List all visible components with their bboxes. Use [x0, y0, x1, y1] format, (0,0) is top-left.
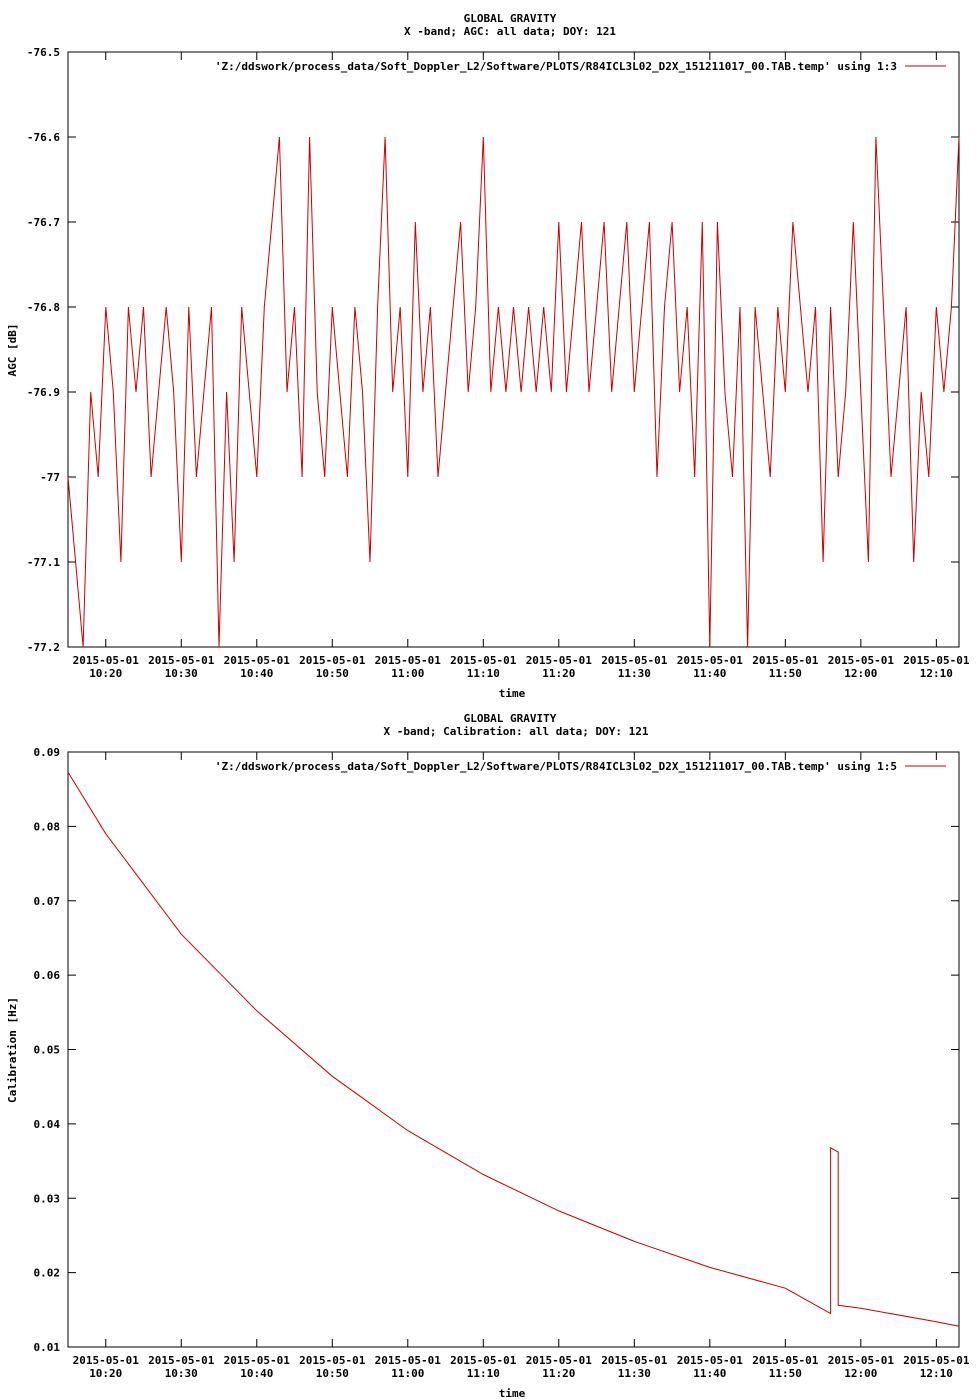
- calibration-x-tick-time: 11:50: [769, 1367, 802, 1380]
- calibration-x-tick-date: 2015-05-01: [677, 1354, 744, 1367]
- agc-x-tick-date: 2015-05-01: [73, 654, 140, 667]
- calibration-x-axis-label: time: [499, 1387, 526, 1400]
- agc-y-tick-label: -76.7: [27, 216, 60, 229]
- calibration-x-tick-time: 11:20: [542, 1367, 575, 1380]
- calibration-x-tick-date: 2015-05-01: [224, 1354, 291, 1367]
- agc-x-tick-date: 2015-05-01: [224, 654, 291, 667]
- calibration-x-tick-date: 2015-05-01: [375, 1354, 442, 1367]
- calibration-x-tick-time: 12:10: [920, 1367, 953, 1380]
- calibration-y-tick-label: 0.09: [34, 746, 61, 759]
- calibration-x-tick-date: 2015-05-01: [752, 1354, 819, 1367]
- agc-x-tick-time: 10:40: [240, 667, 273, 680]
- agc-x-tick-time: 12:10: [920, 667, 953, 680]
- calibration-x-tick-time: 11:30: [618, 1367, 651, 1380]
- agc-chart: GLOBAL GRAVITY X -band; AGC: all data; D…: [6, 12, 970, 700]
- calibration-y-tick-label: 0.08: [34, 820, 61, 833]
- agc-x-ticks: 2015-05-0110:202015-05-0110:302015-05-01…: [73, 52, 970, 680]
- calibration-x-tick-date: 2015-05-01: [450, 1354, 517, 1367]
- agc-chart-subtitle: X -band; AGC: all data; DOY: 121: [404, 25, 616, 38]
- agc-x-tick-time: 12:00: [844, 667, 877, 680]
- agc-x-tick-date: 2015-05-01: [903, 654, 970, 667]
- calibration-y-tick-label: 0.02: [34, 1267, 61, 1280]
- calibration-chart-title: GLOBAL GRAVITY: [464, 712, 557, 725]
- calibration-x-tick-time: 11:10: [467, 1367, 500, 1380]
- agc-y-tick-label: -76.9: [27, 386, 60, 399]
- agc-y-tick-label: -77.1: [27, 556, 60, 569]
- calibration-x-tick-time: 10:30: [165, 1367, 198, 1380]
- calibration-chart-subtitle: X -band; Calibration: all data; DOY: 121: [384, 725, 649, 738]
- calibration-x-tick-date: 2015-05-01: [526, 1354, 593, 1367]
- agc-x-tick-time: 11:20: [542, 667, 575, 680]
- agc-chart-title: GLOBAL GRAVITY: [464, 12, 557, 25]
- agc-y-tick-label: -77: [40, 471, 60, 484]
- agc-x-tick-date: 2015-05-01: [148, 654, 215, 667]
- agc-y-tick-label: -77.2: [27, 641, 60, 654]
- agc-y-tick-label: -76.6: [27, 131, 60, 144]
- calibration-y-tick-label: 0.07: [34, 895, 61, 908]
- calibration-x-ticks: 2015-05-0110:202015-05-0110:302015-05-01…: [73, 752, 970, 1380]
- agc-legend-label: 'Z:/ddswork/process_data/Soft_Doppler_L2…: [215, 60, 897, 73]
- agc-x-tick-time: 10:30: [165, 667, 198, 680]
- agc-x-tick-time: 10:20: [89, 667, 122, 680]
- calibration-y-tick-label: 0.05: [34, 1044, 61, 1057]
- calibration-x-tick-time: 10:50: [316, 1367, 349, 1380]
- calibration-plot-frame: [67, 751, 960, 1348]
- calibration-x-tick-date: 2015-05-01: [299, 1354, 366, 1367]
- calibration-x-tick-date: 2015-05-01: [828, 1354, 895, 1367]
- agc-x-tick-date: 2015-05-01: [677, 654, 744, 667]
- agc-x-tick-time: 11:40: [693, 667, 726, 680]
- calibration-x-tick-time: 11:00: [391, 1367, 424, 1380]
- agc-y-tick-label: -76.8: [27, 301, 60, 314]
- calibration-x-tick-time: 10:20: [89, 1367, 122, 1380]
- agc-x-tick-time: 11:50: [769, 667, 802, 680]
- calibration-series-line: [67, 771, 960, 1327]
- agc-x-tick-time: 11:30: [618, 667, 651, 680]
- calibration-x-tick-date: 2015-05-01: [903, 1354, 970, 1367]
- calibration-y-tick-label: 0.04: [34, 1118, 61, 1131]
- agc-x-tick-date: 2015-05-01: [299, 654, 366, 667]
- agc-y-ticks: -76.5 -76.6 -76.7 -76.8 -76.9 -77 -77.1 -77.2: [27, 46, 959, 654]
- calibration-x-tick-time: 11:40: [693, 1367, 726, 1380]
- calibration-y-tick-label: 0.01: [34, 1341, 61, 1354]
- agc-x-tick-time: 11:10: [467, 667, 500, 680]
- calibration-x-tick-time: 12:00: [844, 1367, 877, 1380]
- agc-series-line: [67, 136, 960, 648]
- calibration-x-tick-date: 2015-05-01: [148, 1354, 215, 1367]
- agc-x-axis-label: time: [499, 687, 526, 700]
- calibration-chart: GLOBAL GRAVITY X -band; Calibration: all…: [6, 712, 970, 1400]
- agc-x-tick-date: 2015-05-01: [601, 654, 668, 667]
- calibration-y-axis-label: Calibration [Hz]: [6, 997, 19, 1103]
- calibration-y-tick-label: 0.06: [34, 969, 61, 982]
- agc-x-tick-date: 2015-05-01: [752, 654, 819, 667]
- agc-y-tick-label: -76.5: [27, 46, 60, 59]
- agc-x-tick-time: 11:00: [391, 667, 424, 680]
- agc-x-tick-date: 2015-05-01: [828, 654, 895, 667]
- agc-plot-frame: [67, 51, 960, 648]
- agc-x-tick-date: 2015-05-01: [450, 654, 517, 667]
- calibration-x-tick-date: 2015-05-01: [601, 1354, 668, 1367]
- agc-x-tick-date: 2015-05-01: [526, 654, 593, 667]
- agc-x-tick-time: 10:50: [316, 667, 349, 680]
- agc-y-axis-label: AGC [dB]: [6, 324, 19, 377]
- calibration-x-tick-date: 2015-05-01: [73, 1354, 140, 1367]
- calibration-legend-label: 'Z:/ddswork/process_data/Soft_Doppler_L2…: [215, 760, 897, 773]
- calibration-y-tick-label: 0.03: [34, 1192, 61, 1205]
- agc-x-tick-date: 2015-05-01: [375, 654, 442, 667]
- calibration-x-tick-time: 10:40: [240, 1367, 273, 1380]
